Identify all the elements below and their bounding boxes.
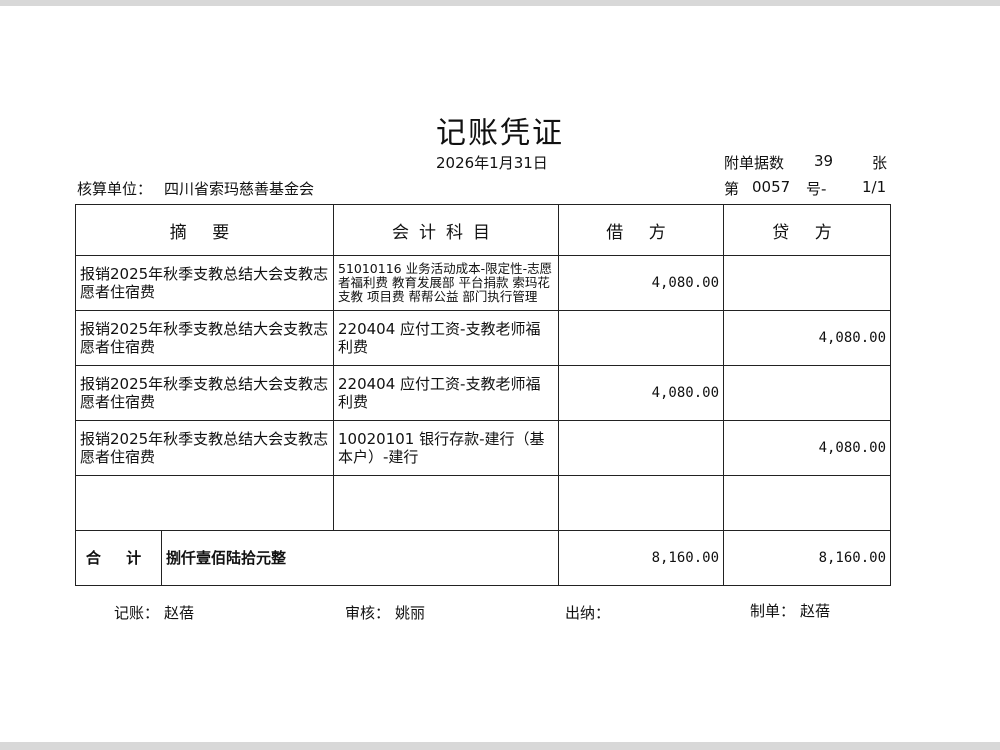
- table-row: 报销2025年秋季支教总结大会支教志愿者住宿费 220404 应付工资-支教老师…: [75, 365, 891, 421]
- table-row: 报销2025年秋季支教总结大会支教志愿者住宿费 51010116 业务活动成本-…: [75, 255, 891, 311]
- voucher-table: 摘 要 会计科目 借 方 贷 方 报销2025年秋季支教总结大会支教志愿者住宿费…: [75, 204, 891, 586]
- preparer: 赵蓓: [800, 602, 831, 620]
- row-debit: [558, 420, 724, 476]
- row-account: 51010116 业务活动成本-限定性-志愿者福利费 教育发展部 平台捐款 索玛…: [333, 255, 559, 311]
- row-summary: 报销2025年秋季支教总结大会支教志愿者住宿费: [75, 365, 334, 421]
- scan-edge-bottom: [0, 742, 1000, 750]
- row-account: 220404 应付工资-支教老师福利费: [333, 310, 559, 366]
- attachments-label: 附单据数: [724, 154, 785, 172]
- bookkeeper: 赵蓓: [164, 604, 195, 622]
- row-summary: [75, 475, 334, 531]
- attachments-count: 39: [814, 152, 834, 170]
- row-credit: 4,080.00: [723, 420, 891, 476]
- row-debit: 4,080.00: [558, 365, 724, 421]
- row-debit: [558, 310, 724, 366]
- preparer-label: 制单：: [750, 602, 796, 620]
- row-credit: [723, 475, 891, 531]
- col-account: 会计科目: [333, 204, 559, 256]
- row-summary: 报销2025年秋季支教总结大会支教志愿者住宿费: [75, 310, 334, 366]
- table-row: 报销2025年秋季支教总结大会支教志愿者住宿费 10020101 银行存款-建行…: [75, 420, 891, 476]
- col-summary: 摘 要: [75, 204, 334, 256]
- row-credit: [723, 255, 891, 311]
- total-debit: 8,160.00: [558, 530, 724, 586]
- table-row: 报销2025年秋季支教总结大会支教志愿者住宿费 220404 应付工资-支教老师…: [75, 310, 891, 366]
- attachments-unit: 张: [872, 154, 888, 172]
- unit-label: 核算单位：: [77, 180, 153, 198]
- voucher-title: 记账凭证: [436, 116, 564, 151]
- total-row: 合 计 捌仟壹佰陆拾元整 8,160.00 8,160.00: [75, 530, 891, 586]
- unit-name: 四川省索玛慈善基金会: [164, 180, 315, 198]
- row-account: [333, 475, 559, 531]
- total-amount-words: 捌仟壹佰陆拾元整: [161, 530, 559, 586]
- row-account: 220404 应付工资-支教老师福利费: [333, 365, 559, 421]
- reviewer-label: 审核：: [345, 604, 391, 622]
- bookkeeper-label: 记账：: [114, 604, 160, 622]
- reviewer: 姚丽: [395, 604, 426, 622]
- row-summary: 报销2025年秋季支教总结大会支教志愿者住宿费: [75, 420, 334, 476]
- row-credit: [723, 365, 891, 421]
- cashier-label: 出纳：: [565, 604, 611, 622]
- voucher-no-suffix: 号-: [806, 180, 827, 198]
- total-label: 合 计: [75, 530, 162, 586]
- table-row-empty: [75, 475, 891, 531]
- page-number: 1/1: [862, 178, 887, 196]
- voucher-date: 2026年1月31日: [436, 154, 548, 172]
- row-credit: 4,080.00: [723, 310, 891, 366]
- voucher-no: 0057: [752, 178, 791, 196]
- voucher-no-prefix: 第: [724, 180, 740, 198]
- scan-edge-top: [0, 0, 1000, 6]
- row-summary: 报销2025年秋季支教总结大会支教志愿者住宿费: [75, 255, 334, 311]
- col-credit: 贷 方: [723, 204, 891, 256]
- row-debit: [558, 475, 724, 531]
- row-debit: 4,080.00: [558, 255, 724, 311]
- row-account: 10020101 银行存款-建行（基本户）-建行: [333, 420, 559, 476]
- table-header: 摘 要 会计科目 借 方 贷 方: [75, 204, 891, 256]
- col-debit: 借 方: [558, 204, 724, 256]
- total-credit: 8,160.00: [723, 530, 891, 586]
